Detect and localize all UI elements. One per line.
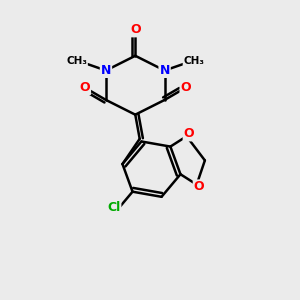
Text: O: O: [130, 23, 141, 36]
Text: O: O: [194, 180, 204, 194]
Text: O: O: [80, 81, 90, 94]
Text: N: N: [101, 64, 111, 77]
Text: O: O: [181, 81, 191, 94]
Text: N: N: [159, 64, 170, 77]
Text: CH₃: CH₃: [184, 56, 205, 66]
Text: O: O: [184, 128, 194, 140]
Text: CH₃: CH₃: [66, 56, 87, 66]
Text: Cl: Cl: [107, 201, 120, 214]
